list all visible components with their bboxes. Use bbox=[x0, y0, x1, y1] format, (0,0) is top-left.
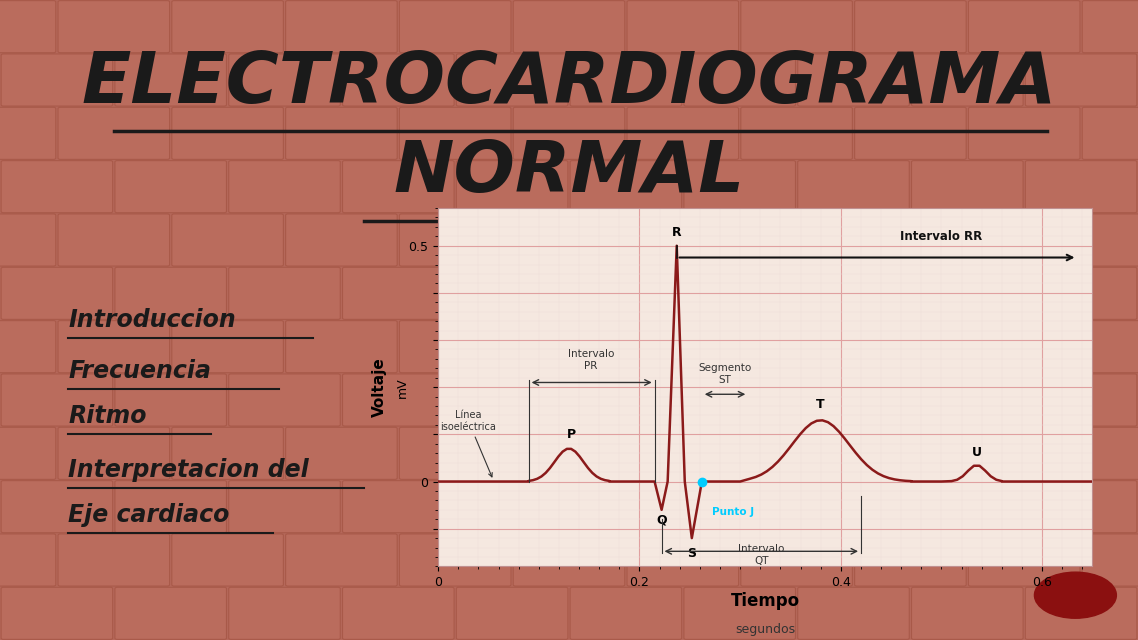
FancyBboxPatch shape bbox=[399, 1, 511, 52]
FancyBboxPatch shape bbox=[627, 214, 739, 266]
FancyBboxPatch shape bbox=[1082, 108, 1138, 159]
FancyBboxPatch shape bbox=[58, 428, 170, 479]
FancyBboxPatch shape bbox=[286, 428, 397, 479]
Text: Intervalo
QT: Intervalo QT bbox=[739, 544, 784, 566]
Text: Introduccion: Introduccion bbox=[68, 308, 236, 332]
FancyBboxPatch shape bbox=[1025, 588, 1137, 639]
FancyBboxPatch shape bbox=[172, 1, 283, 52]
FancyBboxPatch shape bbox=[912, 268, 1023, 319]
FancyBboxPatch shape bbox=[741, 428, 852, 479]
FancyBboxPatch shape bbox=[798, 54, 909, 106]
FancyBboxPatch shape bbox=[968, 108, 1080, 159]
FancyBboxPatch shape bbox=[229, 54, 340, 106]
FancyBboxPatch shape bbox=[115, 161, 226, 212]
FancyBboxPatch shape bbox=[286, 1, 397, 52]
FancyBboxPatch shape bbox=[627, 108, 739, 159]
FancyBboxPatch shape bbox=[1082, 321, 1138, 372]
FancyBboxPatch shape bbox=[0, 214, 56, 266]
FancyBboxPatch shape bbox=[1, 54, 113, 106]
FancyBboxPatch shape bbox=[286, 108, 397, 159]
FancyBboxPatch shape bbox=[0, 1, 56, 52]
FancyBboxPatch shape bbox=[798, 481, 909, 532]
FancyBboxPatch shape bbox=[627, 534, 739, 586]
FancyBboxPatch shape bbox=[968, 321, 1080, 372]
Text: Intervalo
PR: Intervalo PR bbox=[568, 349, 615, 371]
FancyBboxPatch shape bbox=[968, 214, 1080, 266]
FancyBboxPatch shape bbox=[570, 268, 682, 319]
FancyBboxPatch shape bbox=[172, 108, 283, 159]
FancyBboxPatch shape bbox=[399, 214, 511, 266]
FancyBboxPatch shape bbox=[968, 1, 1080, 52]
FancyBboxPatch shape bbox=[513, 428, 625, 479]
FancyBboxPatch shape bbox=[684, 588, 795, 639]
FancyBboxPatch shape bbox=[513, 108, 625, 159]
Text: Frecuencia: Frecuencia bbox=[68, 359, 212, 383]
FancyBboxPatch shape bbox=[912, 161, 1023, 212]
FancyBboxPatch shape bbox=[684, 268, 795, 319]
FancyBboxPatch shape bbox=[456, 161, 568, 212]
FancyBboxPatch shape bbox=[115, 268, 226, 319]
FancyBboxPatch shape bbox=[855, 214, 966, 266]
FancyBboxPatch shape bbox=[399, 108, 511, 159]
X-axis label: Tiempo: Tiempo bbox=[731, 592, 800, 610]
FancyBboxPatch shape bbox=[1025, 374, 1137, 426]
Text: ELECTROCARDIOGRAMA: ELECTROCARDIOGRAMA bbox=[82, 49, 1056, 118]
Text: Punto J: Punto J bbox=[712, 508, 754, 518]
FancyBboxPatch shape bbox=[1025, 54, 1137, 106]
FancyBboxPatch shape bbox=[115, 374, 226, 426]
Text: Q: Q bbox=[657, 513, 667, 527]
FancyBboxPatch shape bbox=[1082, 428, 1138, 479]
FancyBboxPatch shape bbox=[968, 534, 1080, 586]
FancyBboxPatch shape bbox=[855, 534, 966, 586]
FancyBboxPatch shape bbox=[1, 588, 113, 639]
FancyBboxPatch shape bbox=[912, 481, 1023, 532]
FancyBboxPatch shape bbox=[399, 534, 511, 586]
FancyBboxPatch shape bbox=[343, 588, 454, 639]
FancyBboxPatch shape bbox=[684, 54, 795, 106]
FancyBboxPatch shape bbox=[741, 534, 852, 586]
FancyBboxPatch shape bbox=[1082, 534, 1138, 586]
FancyBboxPatch shape bbox=[229, 161, 340, 212]
FancyBboxPatch shape bbox=[0, 321, 56, 372]
FancyBboxPatch shape bbox=[286, 534, 397, 586]
FancyBboxPatch shape bbox=[741, 321, 852, 372]
FancyBboxPatch shape bbox=[286, 214, 397, 266]
FancyBboxPatch shape bbox=[684, 374, 795, 426]
Text: T: T bbox=[816, 398, 825, 411]
FancyBboxPatch shape bbox=[343, 268, 454, 319]
FancyBboxPatch shape bbox=[58, 108, 170, 159]
FancyBboxPatch shape bbox=[798, 374, 909, 426]
FancyBboxPatch shape bbox=[570, 481, 682, 532]
FancyBboxPatch shape bbox=[627, 1, 739, 52]
FancyBboxPatch shape bbox=[684, 481, 795, 532]
FancyBboxPatch shape bbox=[912, 54, 1023, 106]
FancyBboxPatch shape bbox=[741, 1, 852, 52]
FancyBboxPatch shape bbox=[1025, 481, 1137, 532]
FancyBboxPatch shape bbox=[855, 321, 966, 372]
FancyBboxPatch shape bbox=[229, 374, 340, 426]
FancyBboxPatch shape bbox=[456, 481, 568, 532]
FancyBboxPatch shape bbox=[58, 321, 170, 372]
FancyBboxPatch shape bbox=[58, 1, 170, 52]
FancyBboxPatch shape bbox=[513, 534, 625, 586]
Text: Ritmo: Ritmo bbox=[68, 404, 147, 428]
Text: P: P bbox=[567, 428, 576, 442]
FancyBboxPatch shape bbox=[0, 428, 56, 479]
FancyBboxPatch shape bbox=[570, 54, 682, 106]
Text: mV: mV bbox=[396, 377, 409, 397]
FancyBboxPatch shape bbox=[1, 374, 113, 426]
FancyBboxPatch shape bbox=[798, 268, 909, 319]
Text: U: U bbox=[972, 446, 982, 459]
FancyBboxPatch shape bbox=[1025, 161, 1137, 212]
FancyBboxPatch shape bbox=[399, 428, 511, 479]
FancyBboxPatch shape bbox=[343, 481, 454, 532]
FancyBboxPatch shape bbox=[570, 374, 682, 426]
FancyBboxPatch shape bbox=[684, 161, 795, 212]
FancyBboxPatch shape bbox=[58, 534, 170, 586]
Text: Intervalo RR: Intervalo RR bbox=[900, 230, 982, 243]
FancyBboxPatch shape bbox=[456, 374, 568, 426]
Text: Eje cardiaco: Eje cardiaco bbox=[68, 503, 230, 527]
FancyBboxPatch shape bbox=[513, 214, 625, 266]
FancyBboxPatch shape bbox=[229, 588, 340, 639]
